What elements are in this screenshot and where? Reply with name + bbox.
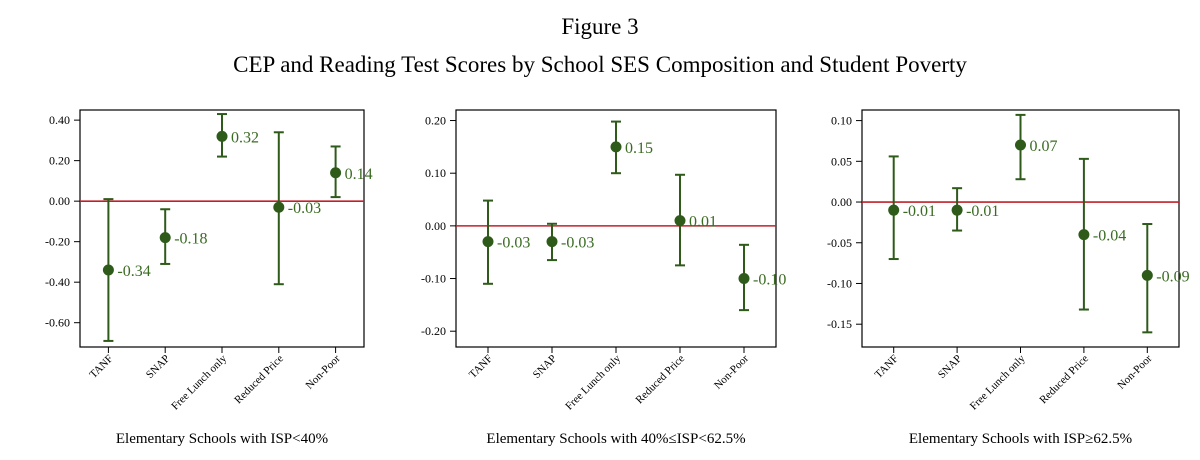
panel-title: Elementary Schools with ISP<40%: [116, 431, 328, 447]
data-label: -0.01: [903, 203, 936, 220]
x-tick-label: TANF: [873, 353, 901, 381]
point-marker: [159, 232, 171, 244]
y-tick-label: -0.20: [421, 324, 446, 338]
data-label: -0.03: [497, 235, 530, 252]
data-label: -0.03: [288, 200, 321, 217]
y-tick-label: -0.60: [45, 316, 70, 330]
point-marker: [1141, 269, 1153, 281]
point-marker: [738, 273, 750, 285]
y-tick-label: 0.20: [49, 154, 70, 168]
data-label: -0.10: [753, 272, 786, 289]
point-marker: [951, 204, 963, 216]
data-label: -0.18: [174, 231, 207, 248]
figure-title: CEP and Reading Test Scores by School SE…: [233, 52, 967, 77]
x-tick-label: Free Lunch only: [563, 352, 623, 412]
x-tick-label: Free Lunch only: [968, 352, 1028, 412]
x-tick-label: Non-Poor: [304, 352, 343, 391]
point-marker: [1078, 229, 1090, 241]
chart-panel-isp-gte-62: 0.10 0.05 0.00 -0.05 -0.10 -0.15 TANF SNAP Free …: [827, 109, 1190, 447]
y-tick-label: -0.15: [827, 317, 852, 331]
data-label: 0.01: [689, 214, 717, 231]
point-marker: [102, 264, 114, 276]
y-tick-label: 0.00: [831, 195, 852, 209]
x-tick-label: Reduced Price: [1037, 353, 1091, 407]
data-label: 0.15: [625, 140, 653, 157]
y-tick-label: 0.10: [831, 114, 852, 128]
y-tick-label: -0.10: [421, 272, 446, 286]
figure-label: Figure 3: [561, 14, 639, 39]
y-tick-label: 0.20: [425, 114, 446, 128]
data-label: -0.01: [966, 203, 999, 220]
x-tick-label: Non-Poor: [712, 352, 751, 391]
x-tick-label: SNAP: [531, 353, 559, 381]
data-label: 0.14: [345, 166, 373, 183]
point-marker: [888, 204, 900, 216]
point-marker: [674, 215, 686, 227]
data-label: -0.04: [1093, 228, 1126, 245]
y-tick-label: -0.10: [827, 276, 852, 290]
point-marker: [273, 201, 285, 213]
point-marker: [482, 236, 494, 248]
y-tick-label: -0.05: [827, 236, 852, 250]
x-tick-label: Non-Poor: [1115, 352, 1154, 391]
x-tick-label: TANF: [467, 353, 495, 381]
point-marker: [330, 167, 342, 179]
chart-panel-isp-40-62: 0.20 0.10 0.00 -0.10 -0.20 TANF SNAP Free Lunch…: [421, 109, 786, 447]
y-tick-label: -0.40: [45, 275, 70, 289]
x-tick-label: Free Lunch only: [169, 352, 229, 412]
data-label: 0.07: [1030, 138, 1058, 155]
x-tick-label: TANF: [87, 353, 115, 381]
y-tick-label: 0.05: [831, 154, 852, 168]
point-marker: [1015, 139, 1026, 151]
chart-panel-isp-lt-40: 0.40 0.20 0.00 -0.20 -0.40 -0.60 TANF SNAPFree …: [45, 109, 373, 447]
panel-title: Elementary Schools with ISP≥62.5%: [909, 431, 1132, 447]
x-tick-label: SNAP: [936, 353, 964, 381]
data-label: 0.32: [231, 129, 259, 146]
point-marker: [610, 141, 622, 153]
point-marker: [216, 130, 228, 142]
y-tick-label: 0.40: [49, 113, 70, 127]
data-label: -0.09: [1156, 268, 1189, 285]
data-label: -0.03: [561, 235, 594, 252]
x-tick-label: Reduced Price: [633, 353, 687, 407]
point-marker: [546, 236, 558, 248]
x-tick-label: Reduced Price: [232, 353, 286, 407]
data-label: -0.34: [117, 263, 150, 280]
panel-title: Elementary Schools with 40%≤ISP<62.5%: [486, 431, 745, 447]
y-tick-label: 0.00: [49, 194, 70, 208]
y-tick-label: 0.00: [425, 219, 446, 233]
x-tick-label: SNAP: [144, 353, 172, 381]
y-tick-label: 0.10: [425, 166, 446, 180]
y-tick-label: -0.20: [45, 235, 70, 249]
